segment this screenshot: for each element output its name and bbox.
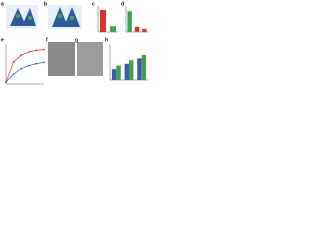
panel-label: c xyxy=(92,1,95,7)
lattice xyxy=(52,7,80,27)
bar xyxy=(100,9,106,32)
bar xyxy=(111,69,117,80)
panel-a-image xyxy=(6,5,38,29)
bar xyxy=(129,60,134,80)
marker xyxy=(43,48,45,51)
panel-label: f xyxy=(46,37,48,43)
figure: a b c d e f g h xyxy=(1,1,148,85)
bar xyxy=(141,54,147,80)
marker xyxy=(27,51,30,53)
panel-f-image xyxy=(48,42,75,76)
axes xyxy=(5,44,44,85)
atom xyxy=(16,14,20,18)
line xyxy=(5,49,45,83)
bar xyxy=(142,28,147,32)
marker xyxy=(5,81,7,83)
axes xyxy=(109,44,148,81)
marker xyxy=(35,62,38,65)
axes xyxy=(125,6,148,33)
marker xyxy=(12,73,15,75)
bar xyxy=(110,26,116,32)
atom xyxy=(70,16,74,20)
panel-label: h xyxy=(105,37,108,43)
marker xyxy=(12,61,15,63)
marker xyxy=(43,61,45,64)
marker xyxy=(20,54,23,57)
panel-label: e xyxy=(1,37,4,43)
panel-label: b xyxy=(44,1,47,7)
atom xyxy=(28,16,32,20)
atom xyxy=(58,14,62,18)
panel-label: g xyxy=(75,37,78,43)
bar xyxy=(124,63,129,80)
panel-label: a xyxy=(1,1,4,7)
line xyxy=(5,62,45,83)
panel-label: d xyxy=(121,1,124,7)
bar xyxy=(116,65,121,80)
panel-g-image xyxy=(77,42,103,76)
marker xyxy=(35,49,38,52)
bar xyxy=(127,11,132,32)
panel-b-image xyxy=(48,5,82,29)
lattice xyxy=(10,8,36,26)
bar xyxy=(134,26,140,32)
marker xyxy=(27,64,30,67)
bar xyxy=(137,58,142,80)
marker xyxy=(20,67,23,70)
